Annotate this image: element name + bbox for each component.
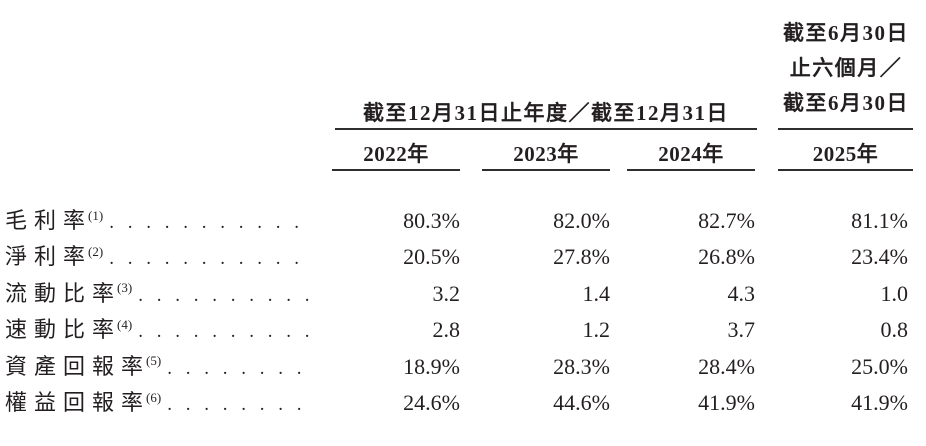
interim-header-rule <box>778 128 913 130</box>
table-row: 速動比率(4). . . . . . . . . . . . . . . . .… <box>5 312 913 348</box>
interim-period-line-2: 止六個月／ <box>789 56 903 80</box>
footnote-marker: (5) <box>146 353 162 369</box>
table-row: 資產回報率(5). . . . . . . . . . . . . . . . … <box>5 349 913 385</box>
row-label: 毛利率(1) <box>5 207 104 233</box>
value-cell: 41.9% <box>851 389 908 415</box>
value-cell: 82.0% <box>553 208 610 233</box>
table-row: 權益回報率(6). . . . . . . . . . . . . . . . … <box>5 385 913 421</box>
annual-period-header: 截至12月31日止年度／截至12月31日 <box>363 101 729 125</box>
value-cell: 26.8% <box>698 244 755 270</box>
row-label: 速動比率(4) <box>5 316 133 343</box>
row-label: 流動比率(3) <box>5 280 133 306</box>
dot-leader: . . . . . . . . . . . . . . . . . . . . … <box>167 357 310 379</box>
footnote-marker: (1) <box>88 207 104 223</box>
value-cell: 4.3 <box>727 280 756 306</box>
year-column-underline <box>627 169 755 171</box>
value-cell: 3.7 <box>727 317 756 343</box>
footnote-marker: (2) <box>88 244 104 260</box>
value-cell: 3.2 <box>432 280 461 306</box>
value-cell: 18.9% <box>403 353 460 379</box>
value-cell: 27.8% <box>553 244 610 270</box>
value-cell: 82.7% <box>698 208 755 233</box>
table-row: 淨利率(2). . . . . . . . . . . . . . . . . … <box>5 239 913 275</box>
year-column-header: 2025年 <box>812 142 879 166</box>
interim-period-header: 截至6月30日 止六個月／ 截至6月30日 <box>770 16 922 121</box>
value-cell: 28.3% <box>553 353 610 379</box>
row-label: 權益回報率(6) <box>5 389 162 415</box>
year-column-header: 2023年 <box>513 142 579 166</box>
value-cell: 41.9% <box>698 389 755 415</box>
interim-period-line-1: 截至6月30日 <box>783 21 909 45</box>
value-cell: 28.4% <box>698 353 755 379</box>
value-cell: 81.1% <box>851 208 908 233</box>
value-cell: 2.8 <box>432 317 461 343</box>
year-column-underline <box>482 169 610 171</box>
value-cell: 25.0% <box>851 353 908 379</box>
year-column-underline <box>778 169 913 171</box>
year-column-header: 2024年 <box>658 142 724 166</box>
dot-leader: . . . . . . . . . . . . . . . . . . . . … <box>138 321 310 343</box>
dot-leader: . . . . . . . . . . . . . . . . . . . . … <box>138 284 310 306</box>
value-cell: 1.4 <box>582 280 611 306</box>
value-cell: 1.2 <box>582 317 611 343</box>
value-cell: 44.6% <box>553 389 610 415</box>
interim-period-line-3: 截至6月30日 <box>783 91 909 115</box>
year-column-header: 2022年 <box>363 142 429 166</box>
footnote-marker: (4) <box>117 316 133 332</box>
dot-leader: . . . . . . . . . . . . . . . . . . . . … <box>109 212 310 233</box>
dot-leader: . . . . . . . . . . . . . . . . . . . . … <box>167 393 310 415</box>
row-label: 資產回報率(5) <box>5 353 162 379</box>
value-cell: 0.8 <box>880 317 909 343</box>
table-row: 毛利率(1). . . . . . . . . . . . . . . . . … <box>5 203 913 239</box>
row-label: 淨利率(2) <box>5 244 104 270</box>
footnote-marker: (6) <box>146 389 162 405</box>
value-cell: 1.0 <box>880 280 909 306</box>
value-cell: 80.3% <box>403 208 460 233</box>
table-body: 毛利率(1). . . . . . . . . . . . . . . . . … <box>5 203 913 421</box>
year-column-underline <box>332 169 460 171</box>
dot-leader: . . . . . . . . . . . . . . . . . . . . … <box>109 248 310 270</box>
table-row: 流動比率(3). . . . . . . . . . . . . . . . .… <box>5 276 913 312</box>
value-cell: 24.6% <box>403 389 460 415</box>
annual-header-rule <box>335 128 757 130</box>
value-cell: 20.5% <box>403 244 460 270</box>
value-cell: 23.4% <box>851 244 908 270</box>
footnote-marker: (3) <box>117 280 133 296</box>
